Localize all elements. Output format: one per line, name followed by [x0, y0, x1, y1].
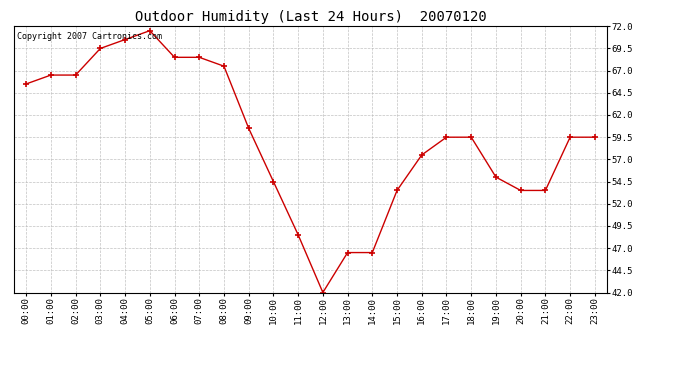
Title: Outdoor Humidity (Last 24 Hours)  20070120: Outdoor Humidity (Last 24 Hours) 2007012…: [135, 10, 486, 24]
Text: Copyright 2007 Cartronics.com: Copyright 2007 Cartronics.com: [17, 32, 161, 40]
